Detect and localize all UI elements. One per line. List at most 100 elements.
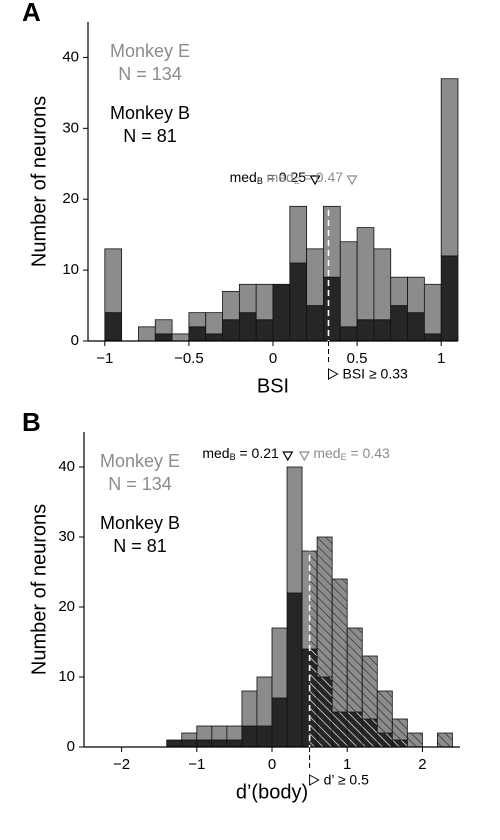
x-tick-label: 0 [269, 350, 277, 367]
bar [256, 725, 273, 748]
legend-name: Monkey B [110, 103, 190, 123]
x-tick-label: −2 [113, 756, 130, 773]
bar [205, 333, 223, 342]
median-label: medB = 0.25 [230, 169, 307, 187]
hatch-overlay [317, 677, 333, 747]
median-label-name: med [267, 169, 294, 185]
median-label: medE = 0.47 [267, 169, 344, 187]
bar [423, 333, 442, 342]
median-label-sub: E [294, 176, 300, 186]
hatch-overlay [347, 712, 363, 747]
bar [286, 592, 303, 748]
median-marker [309, 175, 321, 186]
median-label-name: med [202, 445, 229, 461]
bar [440, 78, 459, 257]
bar [196, 725, 213, 741]
x-tick-label: 1 [343, 756, 351, 773]
x-tick-label: 0.5 [347, 350, 368, 367]
hatch-overlay [309, 551, 318, 649]
legend-name: Monkey E [110, 41, 190, 61]
legend-n: N = 81 [123, 126, 177, 146]
hatch-overlay [362, 719, 378, 747]
bar [181, 739, 198, 748]
y-axis-title: Number of neurons [28, 504, 50, 675]
bar [205, 312, 223, 335]
bar [289, 205, 308, 264]
bar [272, 283, 291, 342]
legend-n: N = 134 [108, 474, 172, 494]
bar [241, 690, 258, 727]
hatch-overlay [392, 740, 408, 747]
bar [104, 248, 123, 314]
bar [356, 319, 375, 342]
bar [238, 283, 257, 314]
bar [188, 312, 207, 328]
bar [255, 283, 274, 321]
panel-label: A [22, 0, 41, 27]
y-tick-label: 40 [58, 458, 75, 475]
bar [181, 732, 198, 741]
hatch-overlay [332, 712, 348, 747]
bar [286, 466, 303, 594]
hatch-overlay [347, 628, 363, 712]
median-marker [282, 451, 294, 462]
median-label-sub: B [257, 176, 263, 186]
x-tick-label: −1 [188, 756, 205, 773]
bar [339, 241, 358, 328]
y-tick-label: 0 [71, 332, 79, 349]
median-label-name: med [230, 169, 257, 185]
legend-n: N = 81 [113, 536, 167, 556]
bar [211, 725, 228, 741]
x-tick-label: 1 [437, 350, 445, 367]
bar [407, 276, 425, 314]
bar [306, 248, 324, 306]
y-tick-label: 30 [58, 528, 75, 545]
threshold-marker [328, 368, 339, 380]
bar [289, 262, 308, 342]
median-label-value: = 0.43 [347, 445, 390, 461]
x-tick-label: −1 [96, 350, 113, 367]
bar [188, 326, 207, 342]
hatch-overlay [317, 537, 333, 677]
bar [196, 739, 213, 748]
median-label-sub: B [230, 452, 236, 462]
bar [339, 326, 358, 342]
threshold-label: BSI ≥ 0.33 [343, 366, 408, 382]
hatch-overlay [377, 691, 393, 733]
y-tick-label: 40 [62, 48, 79, 65]
bar [306, 305, 324, 342]
hatch-overlay [332, 579, 348, 712]
x-tick-label: −0.5 [174, 350, 204, 367]
hatch-overlay [392, 719, 408, 740]
x-axis-title: BSI [257, 375, 289, 397]
bar [373, 319, 392, 342]
bar [222, 290, 240, 321]
median-label-value: = 0.21 [236, 445, 279, 461]
bar [226, 739, 243, 748]
bar [356, 227, 375, 321]
median-label-value: = 0.47 [300, 169, 343, 185]
bar [222, 319, 240, 342]
bar [238, 312, 257, 342]
bar [166, 739, 183, 748]
bar [226, 725, 243, 741]
bar [407, 312, 425, 342]
median-marker [298, 451, 310, 462]
bar [171, 333, 190, 342]
bar [271, 627, 288, 699]
x-axis-title: d’(body) [236, 781, 308, 803]
bar [256, 676, 273, 727]
hatch-overlay [309, 649, 318, 747]
y-axis-title: Number of neurons [28, 96, 50, 267]
bar [138, 326, 156, 342]
bar [154, 333, 173, 342]
y-tick-label: 0 [67, 738, 75, 755]
y-tick-label: 20 [58, 598, 75, 615]
bar [323, 276, 341, 342]
y-tick-label: 30 [62, 119, 79, 136]
bar [390, 305, 408, 342]
x-tick-label: 0 [268, 756, 276, 773]
legend-name: Monkey B [100, 513, 180, 533]
bar [154, 319, 173, 335]
